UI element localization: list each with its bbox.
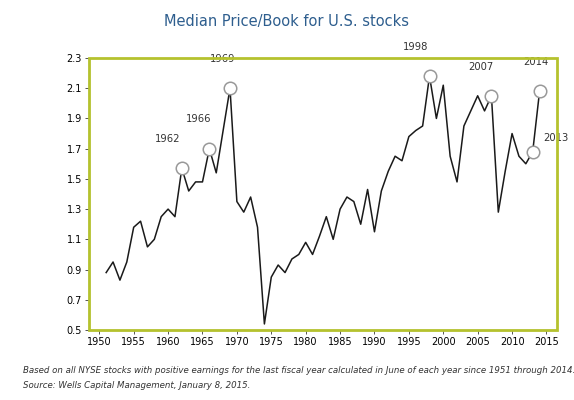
Text: 1966: 1966 <box>187 114 212 124</box>
Text: Median Price/Book for U.S. stocks: Median Price/Book for U.S. stocks <box>165 14 409 29</box>
Text: 1969: 1969 <box>211 54 236 64</box>
Bar <box>89 58 557 330</box>
Text: Based on all NYSE stocks with positive earnings for the last fiscal year calcula: Based on all NYSE stocks with positive e… <box>23 366 574 375</box>
Text: 2007: 2007 <box>468 62 494 72</box>
Text: 1962: 1962 <box>156 134 181 144</box>
Text: 2013: 2013 <box>543 133 568 143</box>
Text: 1998: 1998 <box>403 42 428 52</box>
Text: Source: Wells Capital Management, January 8, 2015.: Source: Wells Capital Management, Januar… <box>23 381 250 390</box>
Text: 2014: 2014 <box>523 57 549 67</box>
